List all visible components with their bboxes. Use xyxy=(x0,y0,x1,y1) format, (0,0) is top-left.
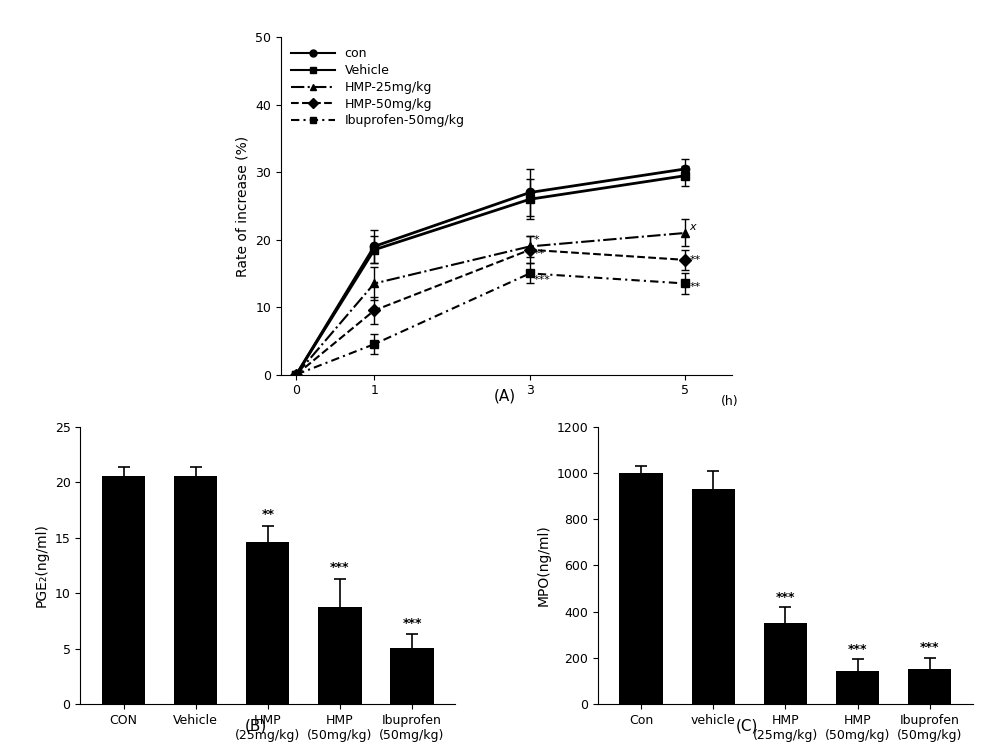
Text: **: ** xyxy=(688,255,700,265)
Y-axis label: Rate of increase (%): Rate of increase (%) xyxy=(235,136,249,276)
Bar xyxy=(835,670,879,704)
Text: x: x xyxy=(688,222,695,231)
Line: Ibuprofen-50mg/kg: Ibuprofen-50mg/kg xyxy=(292,269,689,379)
Y-axis label: MPO(ng/ml): MPO(ng/ml) xyxy=(536,524,550,607)
Bar xyxy=(318,607,361,704)
Bar xyxy=(245,542,290,704)
Ibuprofen-50mg/kg xyxy=(678,279,690,288)
Bar xyxy=(619,473,662,704)
Ibuprofen-50mg/kg xyxy=(368,340,380,349)
Bar xyxy=(102,476,145,704)
Bar xyxy=(763,623,807,704)
Text: ***: *** xyxy=(402,616,422,630)
Text: **: ** xyxy=(688,282,700,292)
Bar xyxy=(173,476,217,704)
Y-axis label: PGE₂(ng/ml): PGE₂(ng/ml) xyxy=(35,524,49,607)
Text: (A): (A) xyxy=(493,389,515,404)
Bar xyxy=(390,648,433,704)
Legend: con, Vehicle, HMP-25mg/kg, HMP-50mg/kg, Ibuprofen-50mg/kg: con, Vehicle, HMP-25mg/kg, HMP-50mg/kg, … xyxy=(287,43,468,131)
Bar xyxy=(907,670,950,704)
Text: ***: *** xyxy=(533,276,550,285)
Text: (C): (C) xyxy=(735,718,758,733)
Text: **: ** xyxy=(261,508,274,521)
Ibuprofen-50mg/kg xyxy=(523,269,535,278)
Text: ***: *** xyxy=(847,643,867,655)
Text: (h): (h) xyxy=(719,395,737,408)
Bar xyxy=(691,489,734,704)
Text: *: * xyxy=(533,235,539,245)
Text: ***: *** xyxy=(775,591,795,604)
Text: **: ** xyxy=(533,249,544,258)
Text: (B): (B) xyxy=(244,718,267,733)
Ibuprofen-50mg/kg xyxy=(291,370,303,379)
Text: ***: *** xyxy=(330,561,350,574)
Text: ***: *** xyxy=(919,641,939,655)
